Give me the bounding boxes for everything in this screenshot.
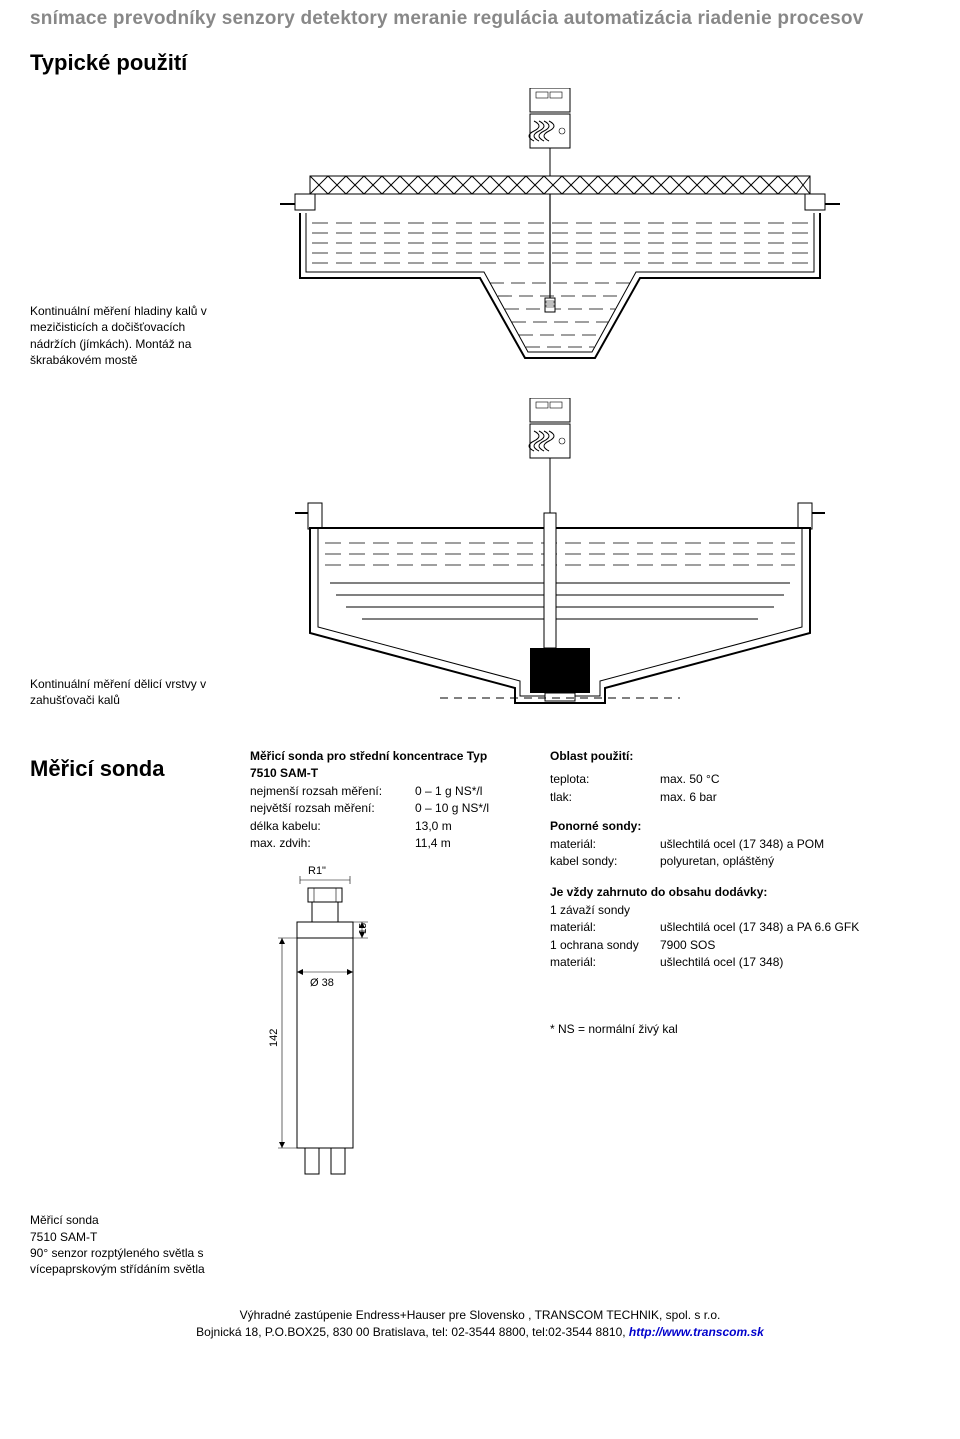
section-title-typical-use: Typické použití bbox=[30, 50, 930, 76]
caption-tank1: Kontinuální měření hladiny kalů v meziči… bbox=[30, 303, 220, 378]
footer-line2: Bojnická 18, P.O.BOX25, 830 00 Bratislav… bbox=[196, 1325, 629, 1339]
ns-note: * NS = normální živý kal bbox=[550, 1021, 930, 1038]
spec-row: největší rozsah měření:0 – 10 g NS*/l bbox=[250, 800, 510, 817]
del-row: materiál:ušlechtilá ocel (17 348) bbox=[550, 954, 930, 971]
del-row: 1 závaží sondy bbox=[550, 902, 930, 919]
diagram-tank2 bbox=[250, 398, 930, 718]
spec-row: nejmenší rozsah měření:0 – 1 g NS*/l bbox=[250, 783, 510, 800]
spec-row: délka kabelu:13,0 m bbox=[250, 818, 510, 835]
caption-tank2: Kontinuální měření dělicí vrstvy v zahuš… bbox=[30, 676, 220, 718]
submersible-heading: Ponorné sondy: bbox=[550, 818, 930, 835]
app-row: teplota:max. 50 °C bbox=[550, 771, 930, 788]
probe-spec-column: Měřicí sonda pro střední koncentrace Typ… bbox=[250, 748, 510, 1182]
section-probe: Měřicí sonda Měřicí sonda pro střední ko… bbox=[30, 748, 930, 1182]
probe-bottom-caption: Měřicí sonda7510 SAM-T90° senzor rozptýl… bbox=[30, 1212, 220, 1277]
application-heading: Oblast použití: bbox=[550, 748, 930, 765]
row-bottom-caption: Měřicí sonda7510 SAM-T90° senzor rozptýl… bbox=[30, 1212, 930, 1277]
sub-row: materiál:ušlechtilá ocel (17 348) a POM bbox=[550, 836, 930, 853]
header-banner: snímace prevodníky senzory detektory mer… bbox=[30, 0, 930, 42]
probe-application-column: Oblast použití: teplota:max. 50 °Ctlak:m… bbox=[540, 748, 930, 1182]
row-tank2: Kontinuální měření dělicí vrstvy v zahuš… bbox=[30, 398, 930, 718]
label-thread: R1" bbox=[308, 865, 326, 877]
footer-line1: Výhradné zastúpenie Endress+Hauser pre S… bbox=[240, 1308, 721, 1322]
delivery-heading: Je vždy zahrnuto do obsahu dodávky: bbox=[550, 884, 930, 901]
page-footer: Výhradné zastúpenie Endress+Hauser pre S… bbox=[30, 1307, 930, 1341]
probe-drawing: R1" bbox=[250, 862, 510, 1182]
row-tank1: Kontinuální měření hladiny kalů v meziči… bbox=[30, 88, 930, 378]
section-title-probe: Měřicí sonda bbox=[30, 756, 220, 782]
svg-text:15: 15 bbox=[358, 923, 369, 935]
diagram-tank1 bbox=[250, 88, 930, 378]
sub-row: kabel sondy:polyuretan, opláštěný bbox=[550, 853, 930, 870]
probe-heading: Měřicí sonda pro střední koncentrace Typ… bbox=[250, 748, 510, 783]
del-row: materiál:ušlechtilá ocel (17 348) a PA 6… bbox=[550, 919, 930, 936]
del-row: 1 ochrana sondy7900 SOS bbox=[550, 937, 930, 954]
footer-link[interactable]: http://www.transcom.sk bbox=[629, 1325, 764, 1339]
app-row: tlak:max. 6 bar bbox=[550, 789, 930, 806]
spec-row: max. zdvih:11,4 m bbox=[250, 835, 510, 852]
svg-text:Ø 38: Ø 38 bbox=[310, 977, 334, 989]
svg-text:142: 142 bbox=[268, 1029, 280, 1047]
